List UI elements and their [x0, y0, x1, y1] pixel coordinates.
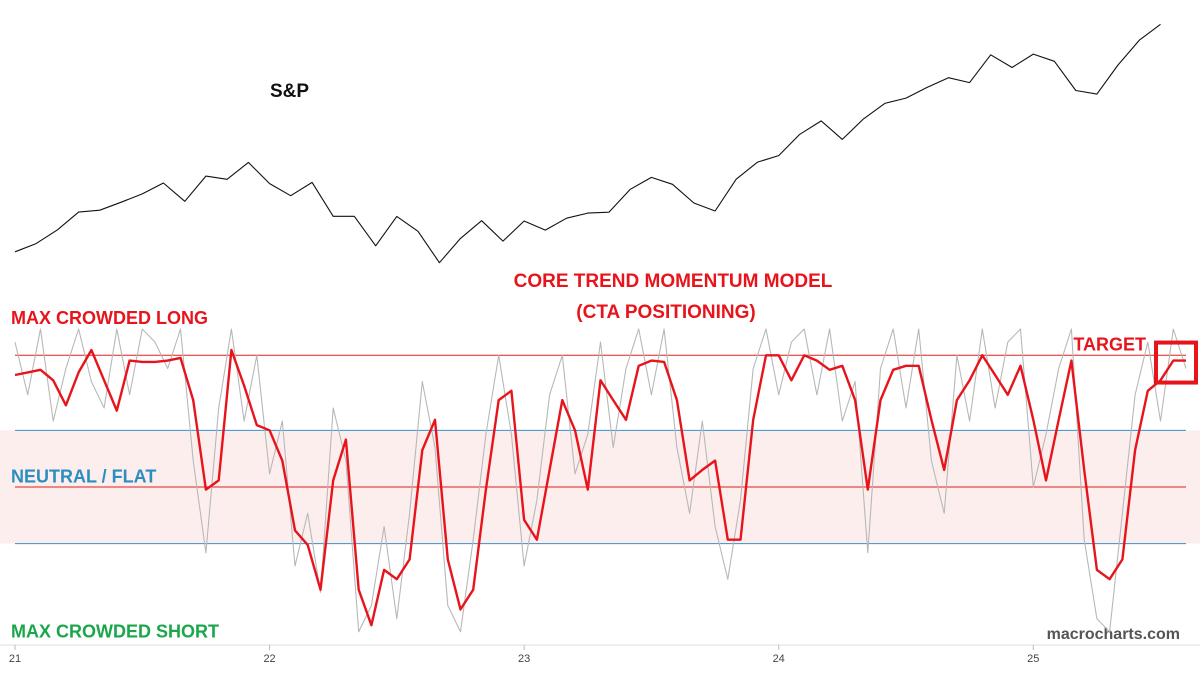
annotation: TARGET	[1073, 334, 1146, 354]
sp-label: S&P	[270, 81, 309, 102]
series-line	[14, 23, 1161, 264]
level-label: MAX CROWDED SHORT	[11, 621, 219, 641]
chart-title: CORE TREND MOMENTUM MODEL	[514, 271, 833, 292]
source: macrocharts.com	[1047, 626, 1180, 643]
target-box	[1154, 340, 1198, 385]
series-line	[14, 348, 1186, 627]
x-tick-label: 21	[9, 653, 21, 665]
x-tick-label: 22	[263, 653, 275, 665]
x-tick-label: 23	[518, 653, 530, 665]
chart-subtitle: (CTA POSITIONING)	[576, 302, 755, 323]
x-tick-label: 25	[1027, 653, 1039, 665]
level-label: NEUTRAL / FLAT	[11, 467, 156, 487]
level-label: MAX CROWDED LONG	[11, 308, 208, 328]
series-line	[14, 328, 1187, 633]
x-tick-label: 24	[773, 653, 785, 665]
